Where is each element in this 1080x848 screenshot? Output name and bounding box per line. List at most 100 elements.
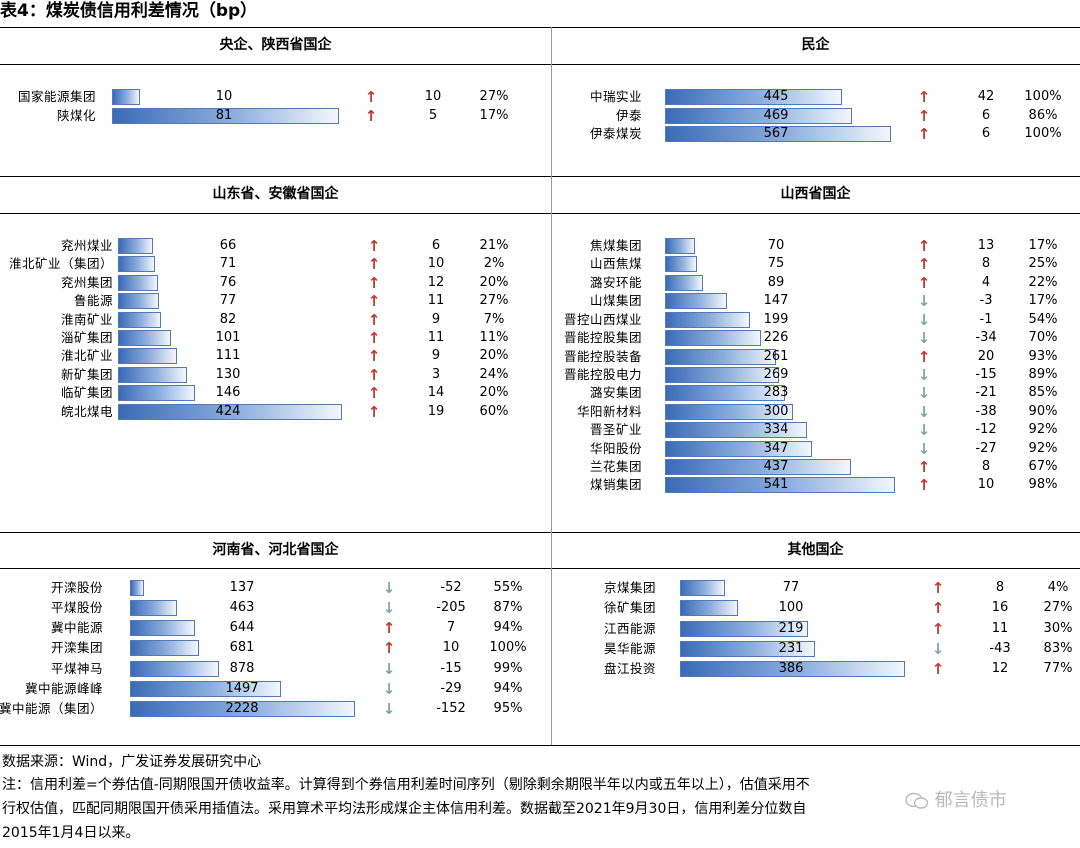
arrow-down-icon: ↓	[382, 659, 396, 678]
spread-value: 226	[763, 330, 789, 346]
spread-change: 10	[427, 256, 445, 272]
spread-percentile: 98%	[1028, 477, 1058, 493]
arrow-up-icon: ↑	[382, 619, 396, 638]
spread-change: 9	[431, 348, 441, 364]
issuer-name: 国家能源集团	[17, 89, 96, 104]
table-row: 伊泰煤炭 567 ↑ 6 100%	[0, 125, 1080, 143]
spread-value: 231	[778, 640, 804, 656]
spread-percentile: 70%	[1028, 330, 1058, 346]
table-row: 陕煤化 81 ↑ 5 17%	[0, 107, 1080, 125]
issuer-name: 山西焦煤	[589, 256, 642, 272]
arrow-up-icon: ↑	[382, 639, 396, 658]
issuer-name: 开滦股份	[50, 580, 103, 595]
spread-change: 20	[977, 348, 995, 364]
arrow-up-icon: ↑	[364, 88, 378, 106]
issuer-name: 晋控山西煤业	[563, 311, 642, 327]
table-row: 鲁能源 77 ↑ 11 27%	[0, 292, 1080, 310]
table-row: 京煤集团 77 ↑ 8 4%	[0, 579, 1080, 597]
spread-percentile: 54%	[1028, 311, 1058, 327]
spread-percentile: 27%	[479, 89, 509, 104]
spread-change: 10	[424, 89, 442, 104]
spread-bar	[665, 107, 852, 124]
rule-1a	[0, 64, 1080, 65]
footer-note-1: 注：信用利差=个券估值-同期限国开债收益率。计算得到个券信用利差时间序列（剔除剩…	[2, 777, 810, 793]
spread-bar	[665, 274, 703, 291]
table-row: 兰花集团 437 ↑ 8 67%	[0, 458, 1080, 476]
spread-bar	[130, 660, 219, 677]
spread-bar	[118, 403, 342, 420]
spread-percentile: 20%	[479, 348, 509, 364]
arrow-up-icon: ↑	[367, 329, 381, 347]
spread-percentile: 27%	[1043, 600, 1073, 616]
rule-2	[0, 176, 1080, 177]
arrow-up-icon: ↑	[367, 237, 381, 255]
footer-note-3: 2015年1月4日以来。	[2, 825, 140, 841]
table-row: 淮北矿业 111 ↑ 9 20%	[0, 347, 1080, 365]
spread-bar	[118, 238, 153, 254]
spread-bar	[665, 330, 762, 347]
spread-bar	[112, 89, 140, 105]
spread-percentile: 100%	[489, 640, 527, 656]
spread-percentile: 30%	[1043, 620, 1073, 636]
spread-value: 10	[215, 89, 233, 104]
spread-bar	[118, 293, 159, 310]
spread-value: 347	[763, 440, 789, 456]
spread-bar	[118, 348, 177, 365]
issuer-name: 潞安环能	[589, 274, 642, 290]
spread-bar	[112, 107, 339, 124]
arrow-up-icon: ↑	[931, 599, 945, 618]
issuer-name: 京煤集团	[603, 580, 656, 595]
arrow-up-icon: ↑	[917, 273, 931, 292]
spread-bar	[665, 366, 780, 383]
spread-value: 386	[778, 661, 804, 676]
spread-change: -43	[989, 640, 1011, 656]
panel-title: 山西省国企	[780, 186, 851, 202]
table-row: 兖州集团 76 ↑ 12 20%	[0, 274, 1080, 292]
spread-bar	[118, 274, 159, 291]
issuer-name: 中瑞实业	[589, 89, 642, 104]
issuer-name: 兖州煤业	[60, 238, 113, 253]
arrow-down-icon: ↓	[917, 384, 931, 403]
arrow-up-icon: ↑	[367, 347, 381, 366]
table-row: 焦煤集团 70 ↑ 13 17%	[0, 237, 1080, 255]
arrow-up-icon: ↑	[917, 458, 931, 477]
rule-2a	[0, 213, 1080, 214]
spread-change: -21	[975, 385, 997, 401]
spread-change: 12	[991, 661, 1009, 676]
spread-bar	[680, 661, 906, 677]
spread-change: 19	[427, 403, 445, 419]
spread-value: 81	[215, 107, 233, 123]
issuer-name: 盘江投资	[603, 661, 656, 676]
arrow-up-icon: ↑	[367, 273, 381, 292]
table-row: 山煤集团 147 ↓ -3 17%	[0, 292, 1080, 310]
table-row: 晋能控股集团 226 ↓ -34 70%	[0, 329, 1080, 347]
spread-value: 269	[763, 366, 789, 382]
spread-percentile: 7%	[483, 311, 505, 327]
table-row: 晋能控股装备 261 ↑ 20 93%	[0, 348, 1080, 366]
issuer-name: 冀中能源	[50, 620, 103, 636]
spread-value: 2228	[225, 700, 259, 716]
arrow-down-icon: ↓	[917, 439, 931, 458]
spread-change: 8	[981, 256, 991, 272]
rule-3a	[0, 568, 1080, 569]
spread-percentile: 83%	[1043, 640, 1073, 656]
issuer-name: 淮北矿业	[60, 348, 113, 364]
table-row: 国家能源集团 10 ↑ 10 27%	[0, 88, 1080, 106]
spread-bar	[118, 330, 172, 346]
spread-value: 77	[782, 580, 800, 595]
spread-percentile: 85%	[1028, 385, 1058, 401]
table-row: 晋控山西煤业 199 ↓ -1 54%	[0, 311, 1080, 329]
arrow-up-icon: ↑	[917, 476, 931, 495]
spread-percentile: 21%	[479, 238, 509, 253]
table-row: 昊华能源 231 ↓ -43 83%	[0, 640, 1080, 658]
table-row: 盘江投资 386 ↑ 12 77%	[0, 660, 1080, 678]
table-row: 临矿集团 146 ↑ 14 20%	[0, 384, 1080, 402]
spread-value: 261	[763, 348, 789, 364]
spread-bar	[680, 600, 739, 617]
table-row: 潞安环能 89 ↑ 4 22%	[0, 274, 1080, 292]
spread-bar	[665, 422, 807, 439]
spread-change: -205	[436, 600, 466, 616]
arrow-up-icon: ↑	[917, 237, 931, 255]
spread-percentile: 17%	[479, 107, 509, 123]
arrow-up-icon: ↑	[367, 402, 381, 421]
